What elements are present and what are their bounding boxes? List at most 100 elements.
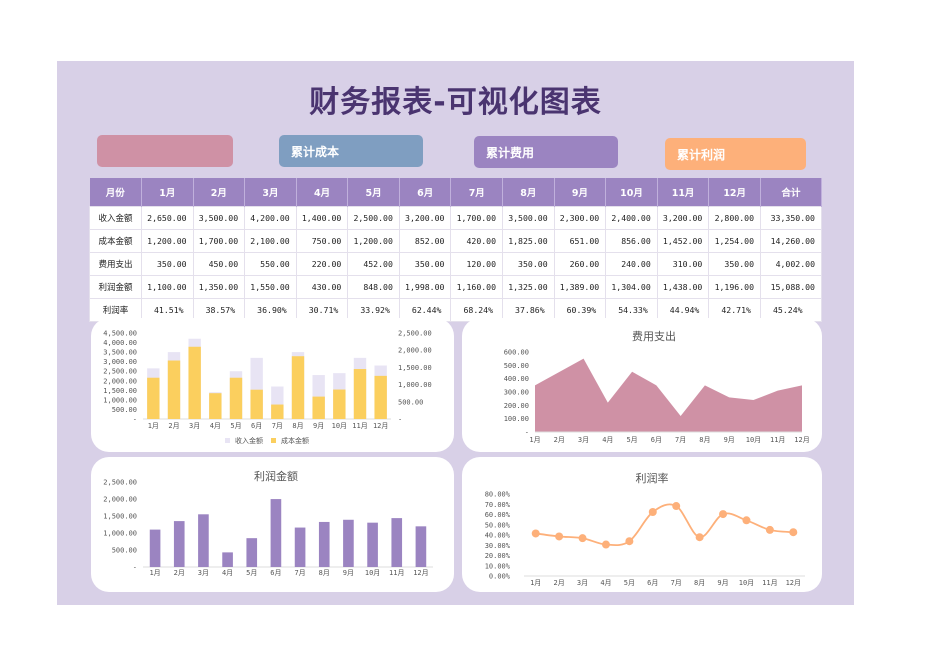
cost-bar[interactable]	[353, 369, 367, 419]
table-cell[interactable]: 1,200.00	[347, 229, 400, 253]
data-point[interactable]	[742, 516, 751, 525]
table-cell[interactable]: 3,500.00	[192, 206, 246, 230]
cost-bar[interactable]	[147, 377, 160, 419]
table-cell[interactable]: 2,300.00	[553, 206, 607, 230]
table-cell[interactable]: 350.00	[398, 252, 452, 276]
cost-bar[interactable]	[333, 389, 346, 419]
table-cell[interactable]: 3,500.00	[502, 206, 555, 230]
table-cell[interactable]: 1,389.00	[553, 275, 607, 299]
profit-bar[interactable]	[198, 514, 209, 567]
y-tick-label: 1,500.00	[103, 513, 137, 521]
kpi-card-profit[interactable]: 累计利润	[665, 138, 806, 170]
table-cell[interactable]: 3,200.00	[656, 206, 710, 230]
table-cell[interactable]: 4,002.00	[760, 252, 822, 276]
kpi-card-expense[interactable]: 累计费用	[474, 136, 618, 168]
data-point[interactable]	[531, 529, 540, 538]
table-cell[interactable]: 220.00	[295, 252, 349, 276]
table-cell[interactable]: 1,196.00	[708, 275, 761, 299]
profit-bar[interactable]	[222, 552, 233, 567]
data-point[interactable]	[601, 540, 610, 549]
table-cell[interactable]: 120.00	[450, 252, 504, 276]
table-cell[interactable]: 240.00	[605, 252, 658, 276]
table-cell[interactable]: 420.00	[450, 229, 504, 253]
profit-bar[interactable]	[415, 526, 427, 567]
table-cell[interactable]: 651.00	[553, 229, 607, 253]
kpi-card-cost[interactable]: 累计成本	[279, 135, 423, 167]
table-cell[interactable]: 1,100.00	[141, 275, 194, 299]
table-cell[interactable]: 350.00	[502, 252, 555, 276]
table-cell[interactable]: 1,438.00	[656, 275, 710, 299]
table-cell[interactable]: 1,998.00	[398, 275, 452, 299]
table-cell[interactable]: 1,325.00	[502, 275, 555, 299]
table-cell[interactable]: 1,160.00	[450, 275, 504, 299]
table-cell[interactable]: 1,550.00	[244, 275, 297, 299]
table-cell[interactable]: 33,350.00	[760, 206, 822, 230]
profit-bar[interactable]	[246, 538, 258, 567]
data-point[interactable]	[648, 507, 657, 516]
table-cell[interactable]: 4,200.00	[244, 206, 297, 230]
table-cell[interactable]: 430.00	[295, 275, 349, 299]
x-tick-label: 5月	[624, 579, 635, 587]
cost-bar[interactable]	[188, 346, 201, 419]
table-cell[interactable]: 1,700.00	[450, 206, 504, 230]
table-cell[interactable]: 550.00	[244, 252, 297, 276]
table-cell[interactable]: 3,200.00	[398, 206, 452, 230]
profit-bar[interactable]	[343, 519, 354, 567]
profit-bar[interactable]	[391, 518, 403, 567]
profit-bar[interactable]	[367, 522, 378, 567]
data-point[interactable]	[765, 525, 774, 534]
table-cell[interactable]: 350.00	[141, 252, 194, 276]
table-cell[interactable]: 350.00	[708, 252, 761, 276]
profit-bar[interactable]	[294, 527, 306, 567]
data-point[interactable]	[695, 533, 704, 542]
data-point[interactable]	[578, 534, 587, 543]
table-cell[interactable]: 1,825.00	[502, 229, 555, 253]
table-cell[interactable]: 856.00	[605, 229, 658, 253]
cost-bar[interactable]	[271, 404, 284, 419]
table-cell[interactable]: 1,350.00	[192, 275, 246, 299]
cost-bar[interactable]	[209, 393, 222, 419]
table-cell[interactable]: 450.00	[192, 252, 246, 276]
table-cell[interactable]: 1,452.00	[656, 229, 710, 253]
table-cell[interactable]: 2,800.00	[708, 206, 761, 230]
table-cell[interactable]: 15,088.00	[760, 275, 822, 299]
cost-bar[interactable]	[229, 377, 243, 419]
data-point[interactable]	[719, 510, 728, 519]
profit-bar[interactable]	[149, 529, 161, 567]
x-tick-label: 2月	[554, 579, 565, 587]
cost-bar[interactable]	[291, 356, 305, 419]
table-cell[interactable]: 452.00	[347, 252, 400, 276]
table-cell[interactable]: 1,700.00	[192, 229, 246, 253]
table-cell[interactable]: 14,260.00	[760, 229, 822, 253]
data-point[interactable]	[625, 537, 634, 546]
table-cell[interactable]: 2,500.00	[347, 206, 400, 230]
profit-bar[interactable]	[173, 521, 185, 567]
table-cell[interactable]: 45.24%	[760, 298, 822, 322]
table-cell[interactable]: 1,400.00	[295, 206, 349, 230]
table-cell[interactable]: 1,304.00	[605, 275, 658, 299]
table-cell[interactable]: 750.00	[295, 229, 349, 253]
cost-bar[interactable]	[167, 360, 181, 419]
cost-bar[interactable]	[250, 389, 263, 419]
y-tick-label: 2,500.00	[103, 479, 137, 487]
profit-bar[interactable]	[318, 521, 330, 567]
table-cell[interactable]: 2,400.00	[605, 206, 658, 230]
y-tick-label: -	[133, 564, 137, 572]
kpi-card-revenue[interactable]	[97, 135, 233, 167]
table-cell[interactable]: 848.00	[347, 275, 400, 299]
table-cell[interactable]: 852.00	[398, 229, 452, 253]
x-tick-label: 10月	[746, 436, 761, 444]
cost-bar[interactable]	[374, 375, 387, 419]
table-row: 收入金额 2,650.00 3,500.00 4,200.00 1,400.00 2,50…	[89, 206, 822, 230]
cost-bar[interactable]	[312, 396, 325, 419]
profit-bar[interactable]	[270, 499, 282, 567]
data-point[interactable]	[789, 528, 798, 537]
table-cell[interactable]: 2,100.00	[244, 229, 297, 253]
table-cell[interactable]: 1,200.00	[141, 229, 194, 253]
data-point[interactable]	[672, 502, 681, 511]
table-cell[interactable]: 1,254.00	[708, 229, 761, 253]
table-cell[interactable]: 260.00	[553, 252, 607, 276]
data-point[interactable]	[555, 532, 564, 541]
table-cell[interactable]: 2,650.00	[141, 206, 194, 230]
table-cell[interactable]: 310.00	[656, 252, 710, 276]
